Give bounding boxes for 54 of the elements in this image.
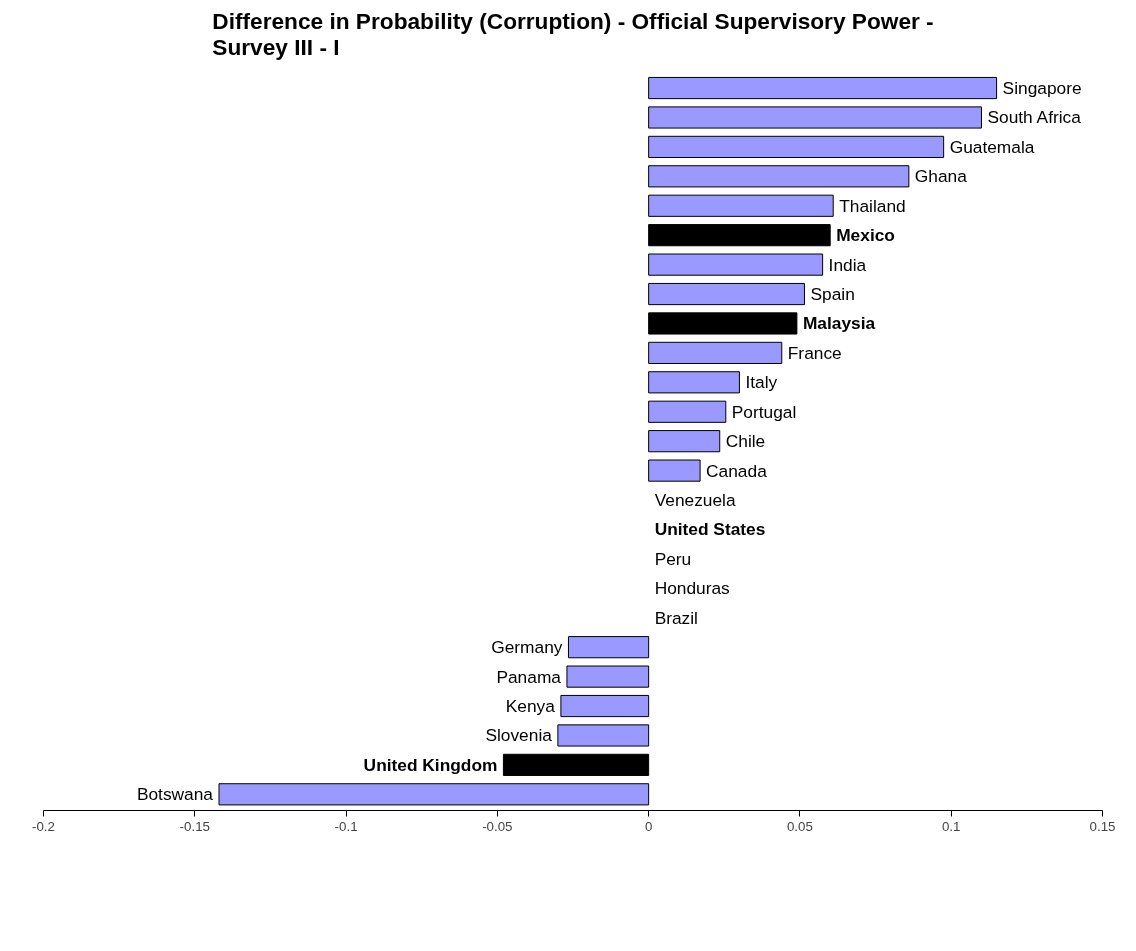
y-tick-label: India (828, 254, 867, 275)
bar (648, 76, 998, 100)
y-tick-label: Botswana (136, 784, 214, 805)
bar (557, 724, 650, 747)
y-tick-label: Honduras (654, 578, 731, 599)
bar (648, 194, 834, 217)
bar (560, 694, 650, 718)
x-tick-label: -0.15 (179, 818, 210, 834)
y-tick-label: United Kingdom (363, 754, 498, 775)
bar (648, 341, 783, 364)
y-tick-label: Ghana (914, 166, 968, 187)
bar (648, 430, 721, 453)
bar (648, 312, 798, 335)
bar (648, 459, 701, 482)
x-tick-label: -0.2 (32, 818, 55, 834)
x-tick-label: 0.05 (786, 818, 813, 834)
bar (648, 224, 831, 247)
bar (502, 753, 650, 776)
y-tick-label: France (787, 342, 842, 363)
bar (218, 783, 650, 806)
bar (648, 371, 740, 394)
bar (648, 253, 824, 276)
y-tick-label: Malaysia (802, 313, 876, 334)
bar (566, 665, 650, 688)
chart-title: Difference in Probability (Corruption) - Official Supervisory Power - Survey III - I (212, 7, 934, 60)
y-tick-label: Singapore (1002, 78, 1082, 99)
y-tick-label: Thailand (839, 195, 906, 216)
bar (648, 106, 982, 129)
bar (648, 135, 945, 158)
y-tick-label: South Africa (987, 107, 1082, 128)
bar (567, 636, 650, 659)
bar (648, 400, 727, 423)
y-tick-label: Spain (810, 284, 855, 305)
x-tick-label: 0.15 (1089, 818, 1116, 834)
y-tick-label: Italy (745, 372, 778, 393)
y-tick-label: Panama (496, 666, 562, 687)
bar (648, 282, 805, 306)
x-tick-label: 0.1 (941, 818, 961, 834)
y-tick-label: Chile (725, 431, 766, 452)
y-tick-label: Slovenia (485, 725, 553, 746)
y-tick-label: Kenya (505, 696, 556, 717)
y-tick-label: Portugal (731, 401, 797, 422)
bar (648, 165, 910, 188)
y-tick-label: Canada (706, 460, 768, 481)
y-tick-label: Mexico (836, 225, 895, 246)
y-tick-label: Brazil (654, 607, 698, 628)
y-tick-label: Venezuela (654, 490, 736, 511)
y-tick-label: United States (654, 519, 766, 540)
y-tick-label: Guatemala (949, 136, 1035, 157)
y-tick-label: Germany (491, 637, 563, 658)
x-tick-label: -0.05 (482, 818, 513, 834)
y-tick-label: Peru (654, 548, 692, 569)
x-tick-label: 0 (644, 818, 653, 834)
x-tick-label: -0.1 (334, 818, 358, 834)
